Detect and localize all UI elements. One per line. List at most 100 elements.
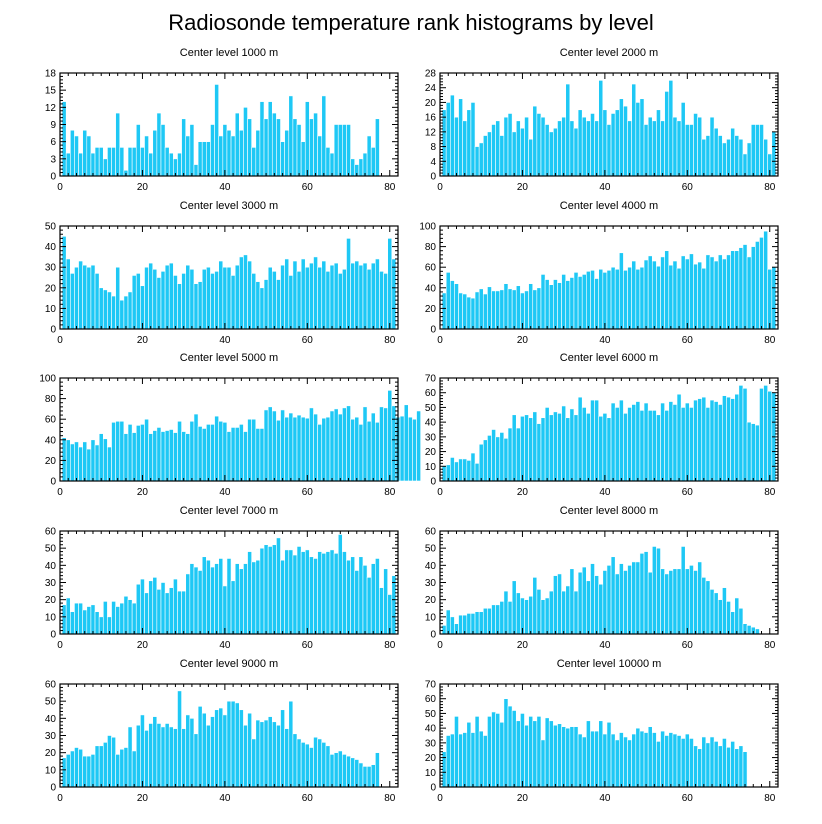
histogram-bar	[651, 732, 657, 788]
histogram-bar	[313, 112, 318, 177]
x-tick-label: 20	[137, 793, 149, 804]
histogram-bar	[234, 563, 240, 635]
histogram-bar	[152, 430, 158, 482]
histogram-bar	[251, 738, 257, 788]
histogram-bar	[325, 271, 331, 330]
histogram-bar	[309, 407, 314, 482]
histogram-bar	[507, 705, 513, 788]
histogram-bar	[709, 116, 715, 177]
histogram-bar	[623, 570, 628, 635]
histogram-bar	[676, 568, 682, 635]
histogram-bar	[135, 583, 141, 635]
y-tick-label: 40	[45, 435, 57, 446]
histogram-bar	[70, 443, 75, 482]
histogram-bar	[300, 141, 306, 177]
histogram-bar	[292, 554, 298, 635]
histogram-bar	[358, 762, 364, 788]
histogram-bar	[408, 416, 413, 482]
x-tick-label: 20	[137, 182, 149, 193]
y-tick-label: 40	[45, 561, 57, 572]
histogram-bar	[602, 413, 608, 482]
histogram-bar	[660, 120, 665, 177]
histogram-bar	[247, 712, 252, 788]
panel-title: Center level 6000 m	[560, 352, 658, 364]
x-tick-label: 40	[219, 487, 231, 498]
y-tick-label: 50	[425, 709, 437, 720]
histogram-bar	[280, 559, 285, 635]
histogram-bar	[635, 561, 641, 635]
histogram-bar	[639, 410, 645, 482]
histogram-bar	[247, 118, 252, 177]
histogram-bar	[561, 116, 567, 177]
histogram-bar	[656, 547, 661, 635]
y-tick-label: 20	[425, 98, 437, 109]
histogram-bar	[581, 566, 587, 635]
histogram-bar	[734, 393, 740, 482]
histogram-bar	[627, 120, 632, 177]
histogram-bar	[276, 279, 281, 330]
histogram-bar	[656, 265, 661, 330]
histogram-bar	[507, 113, 513, 177]
histogram-bar	[713, 127, 719, 177]
histogram-bar	[197, 570, 203, 635]
histogram-bar	[214, 415, 219, 482]
histogram-bar	[333, 553, 339, 635]
histogram-bar	[503, 590, 509, 635]
histogram-bar	[123, 747, 129, 788]
histogram-bar	[267, 266, 273, 330]
histogram-bar	[540, 599, 546, 635]
histogram-bar	[82, 264, 88, 330]
histogram-bar	[684, 402, 690, 482]
y-tick-label: 100	[39, 374, 56, 385]
histogram-bar	[181, 431, 187, 482]
histogram-bar	[197, 281, 203, 330]
histogram-bar	[94, 444, 100, 482]
histogram-bar	[271, 544, 277, 635]
histogram-bar	[296, 546, 302, 635]
histogram-bar	[734, 597, 740, 635]
y-tick-label: 80	[425, 242, 437, 253]
x-tick-label: 60	[682, 182, 694, 193]
histogram-bar	[664, 91, 670, 177]
histogram-bar	[148, 262, 154, 330]
histogram-bar	[218, 707, 224, 788]
histogram-bar	[680, 407, 686, 482]
histogram-bar	[366, 135, 372, 177]
histogram-bar	[61, 757, 67, 788]
histogram-bar	[362, 262, 368, 330]
histogram-bar	[742, 153, 748, 177]
histogram-bar	[689, 565, 694, 635]
histogram-bar	[586, 720, 591, 788]
histogram-bar	[280, 409, 285, 482]
histogram-bar	[664, 410, 670, 482]
y-tick-label: 20	[45, 748, 57, 759]
histogram-bar	[557, 723, 562, 788]
y-tick-label: 0	[430, 630, 436, 641]
histogram-bar	[676, 735, 682, 788]
histogram-bar	[206, 266, 211, 330]
histogram-bar	[536, 423, 542, 482]
x-tick-label: 60	[302, 640, 314, 651]
histogram-bar	[643, 551, 649, 635]
histogram-bar	[78, 602, 83, 635]
histogram-panel: Center level 2000 m 0 20 40 60 80 0 4 8 12 16 20 24 2…	[425, 47, 779, 193]
histogram-bar	[98, 147, 104, 177]
x-tick-label: 80	[764, 640, 776, 651]
histogram-bar	[127, 424, 133, 482]
histogram-bar	[387, 390, 393, 482]
histogram-bar	[462, 120, 468, 177]
histogram-bar	[111, 295, 116, 330]
histogram-bar	[362, 766, 368, 788]
histogram-bar	[173, 432, 178, 482]
x-tick-label: 80	[384, 487, 396, 498]
histogram-bar	[697, 261, 703, 330]
histogram-bar	[168, 587, 174, 635]
histogram-bar	[561, 590, 567, 635]
y-tick-label: 80	[45, 394, 57, 405]
histogram-panel: Center level 7000 m 0 20 40 60 80 0 10 20 30 40 50 6…	[45, 505, 399, 651]
histogram-bar	[672, 116, 678, 177]
histogram-bar	[255, 281, 261, 330]
histogram-bar	[722, 258, 727, 330]
histogram-bar	[148, 152, 154, 177]
histogram-bar	[140, 285, 145, 330]
